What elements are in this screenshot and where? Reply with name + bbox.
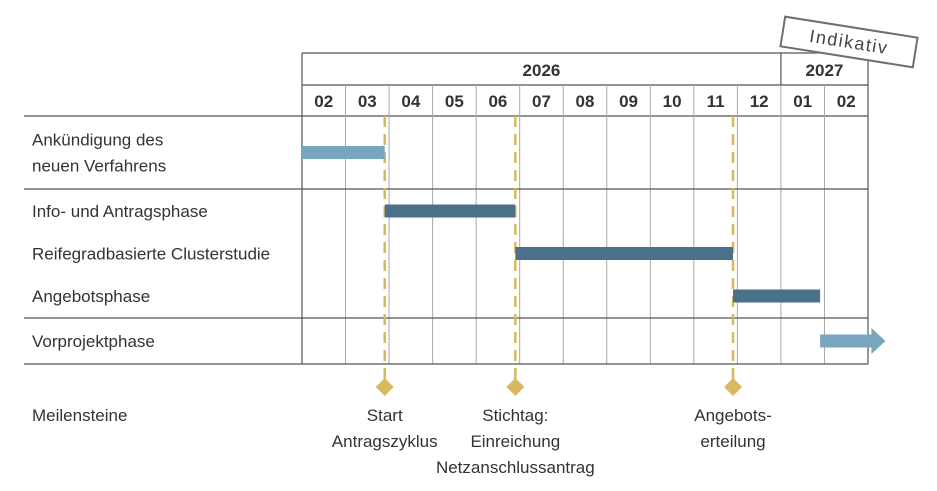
gantt-bar [515,247,734,260]
month-label: 11 [707,92,725,111]
month-label: 03 [358,92,377,111]
gantt-bar [733,289,821,303]
month-label: 02 [314,92,333,111]
month-label: 10 [663,92,682,111]
month-label: 01 [793,92,812,111]
month-label: 07 [532,92,551,111]
milestone-label: erteilung [700,432,765,451]
month-label: 08 [576,92,595,111]
month-label: 05 [445,92,464,111]
row-label: Vorprojektphase [32,332,155,351]
month-label: 06 [488,92,507,111]
milestone-label: Stichtag: [482,406,548,425]
indicative-stamp-text: Indikativ [808,25,890,58]
milestone-diamond [375,378,394,396]
row-label: Angebotsphase [32,287,150,306]
month-label: 12 [750,92,769,111]
milestone-label: Antragszyklus [332,432,438,451]
milestone-diamond [724,378,743,396]
year-label: 2026 [523,61,561,80]
milestone-label: Netzanschlussantrag [436,458,595,477]
gantt-bar-arrow [820,328,886,354]
row-label: Ankündigung des [32,131,163,150]
milestones-row-label: Meilensteine [32,406,127,425]
row-label: neuen Verfahrens [32,157,166,176]
milestone-label: Angebots- [694,406,772,425]
milestone-label: Einreichung [470,432,560,451]
row-label: Info- und Antragsphase [32,202,208,221]
month-label: 04 [401,92,420,111]
row-label: Reifegradbasierte Clusterstudie [32,245,270,264]
milestone-diamond [506,378,525,396]
gantt-bar [302,146,385,159]
gantt-bar [384,204,516,218]
month-label: 02 [837,92,856,111]
month-label: 09 [619,92,638,111]
year-label: 2027 [806,61,844,80]
milestone-label: Start [367,406,403,425]
